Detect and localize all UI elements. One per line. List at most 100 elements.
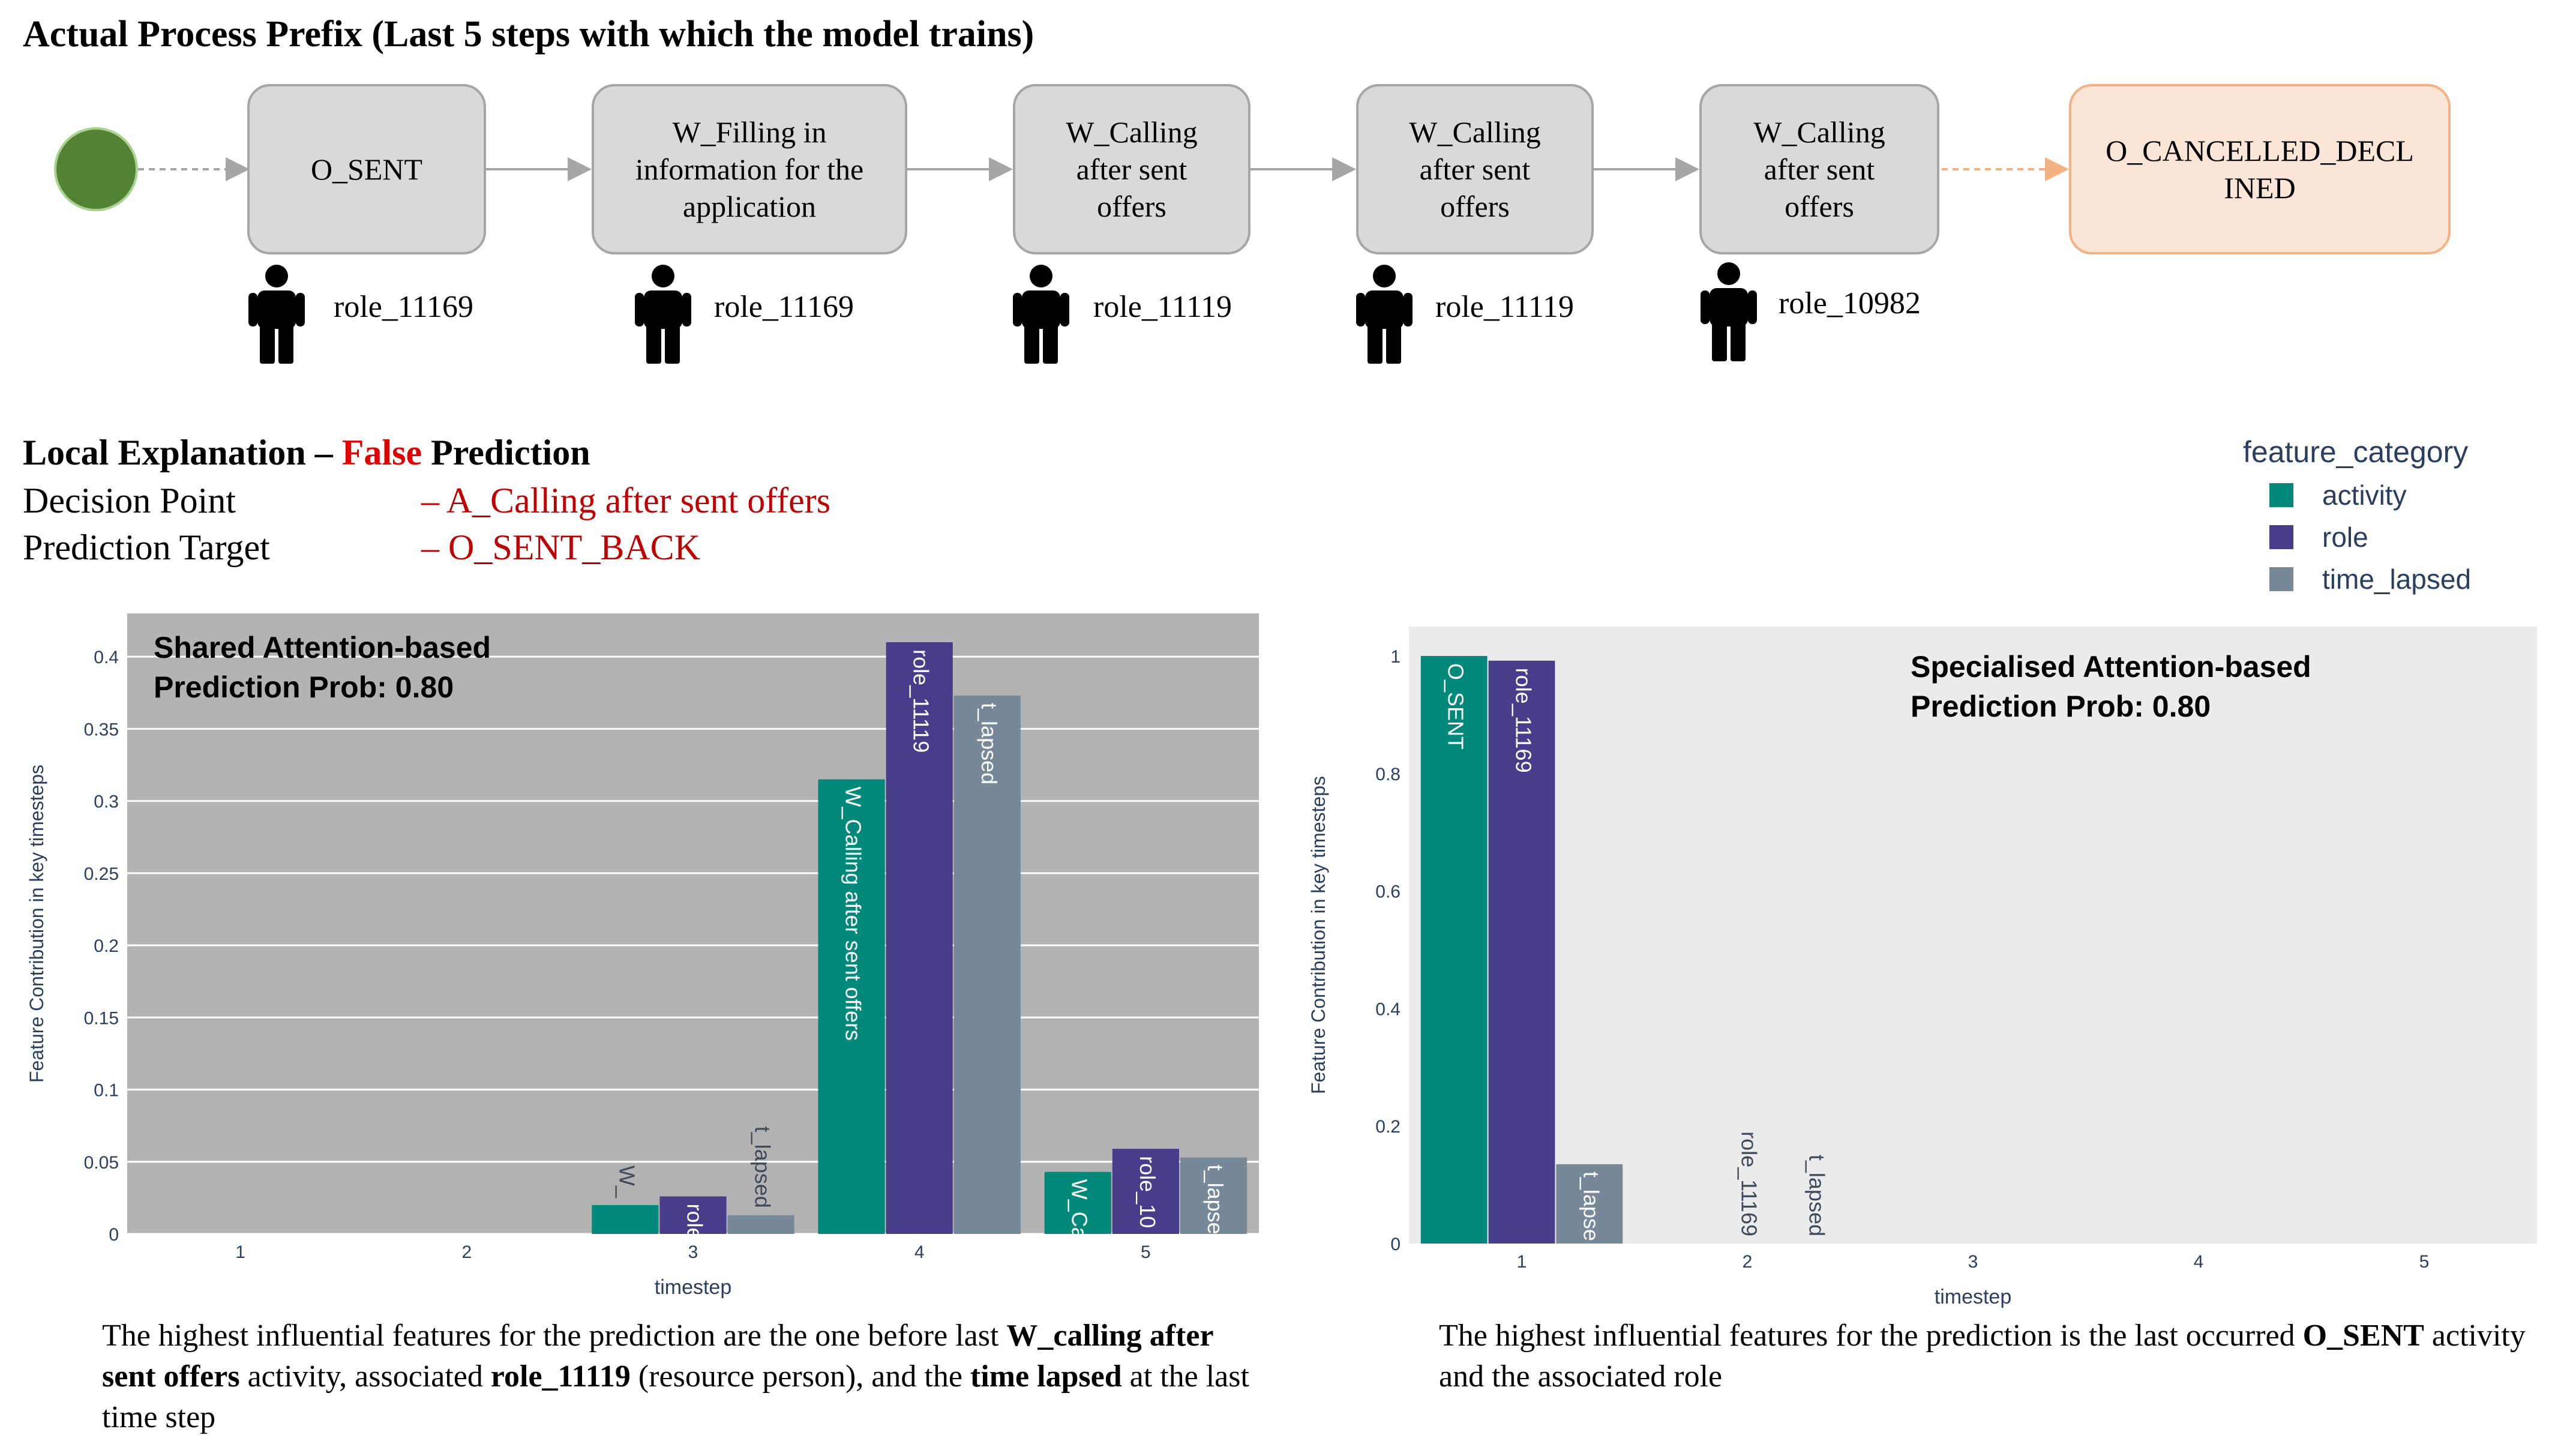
bar-label: role_11169 xyxy=(1511,668,1536,773)
heading-false: False xyxy=(341,433,422,472)
x-tick-label: 3 xyxy=(688,1242,698,1262)
process-flow xyxy=(54,127,2069,211)
prediction-target-value: – O_SENT_BACK xyxy=(421,528,701,567)
x-tick-label: 2 xyxy=(461,1242,472,1262)
bar-time_lapsed xyxy=(727,1215,794,1234)
step-text-line: O_CANCELLED_DECL xyxy=(2106,134,2414,167)
x-axis-label: timestep xyxy=(1935,1286,2012,1308)
chart-annotation: Specialised Attention-based xyxy=(1911,650,2311,684)
bar-label: t_lapsed xyxy=(751,1127,775,1208)
shared-attention-chart: 0 0.05 0.1 0.15 0.2 0.25 0.3 0.35 0.4 1 2 3 W_role t_… xyxy=(26,613,1259,1299)
role-label: role_11119 xyxy=(1093,290,1232,324)
bar-label: role_11169 xyxy=(1737,1131,1761,1236)
process-step-4: W_Calling after sent offers xyxy=(1356,84,1594,254)
local-explanation-heading: Local Explanation – False Prediction xyxy=(23,432,590,474)
person-icon xyxy=(1013,265,1069,364)
x-axis-label: timestep xyxy=(655,1276,732,1299)
bar-time_lapsed xyxy=(1556,1164,1623,1244)
step-text-line: after sent xyxy=(1764,152,1875,186)
caption-text: The highest influential features for the… xyxy=(102,1319,1007,1353)
caption-text: activity and the associated role xyxy=(1439,1319,2526,1394)
legend-label: role xyxy=(2322,522,2368,553)
heading-prefix: Local Explanation – xyxy=(23,433,342,472)
start-node xyxy=(54,127,138,211)
legend-swatch xyxy=(2269,525,2293,549)
bar-label: role_11119 xyxy=(909,649,934,753)
bar-label: t_lapse xyxy=(1579,1172,1603,1241)
y-tick-label: 0.4 xyxy=(94,648,119,667)
step-text-line: W_Calling xyxy=(1066,115,1198,149)
step-text-line: offers xyxy=(1440,190,1510,223)
x-tick-label: 4 xyxy=(2194,1252,2204,1272)
step-text-line: information for the xyxy=(635,152,864,186)
legend-swatch xyxy=(2269,483,2293,507)
plot-area xyxy=(127,613,1259,1234)
legend-item-role[interactable]: role xyxy=(2269,521,2368,553)
process-step-5: W_Calling after sent offers xyxy=(1699,84,1939,254)
legend-swatch xyxy=(2269,567,2293,591)
caption-bold-text: O_SENT xyxy=(2302,1319,2424,1353)
person-icon xyxy=(1356,265,1413,364)
legend-label: activity xyxy=(2322,480,2407,511)
bar-role xyxy=(1488,660,1555,1244)
bar-role xyxy=(659,1196,727,1234)
bar-label: W_ xyxy=(614,1166,639,1199)
y-tick-label: 0.6 xyxy=(1375,882,1401,902)
y-tick-label: 0.1 xyxy=(94,1081,119,1101)
caption-bold-text: W_calling after sent offers xyxy=(102,1319,1213,1394)
bar-role xyxy=(1112,1149,1179,1234)
y-tick-label: 0.4 xyxy=(1375,999,1401,1019)
x-tick-label: 1 xyxy=(1517,1252,1527,1272)
bar-activity xyxy=(1044,1172,1111,1234)
y-tick-label: 0.2 xyxy=(1375,1117,1401,1137)
y-tick-label: 0.8 xyxy=(1375,765,1401,784)
step-text-line: INED xyxy=(2224,171,2296,205)
bar-time_lapsed xyxy=(1180,1157,1247,1234)
x-tick-label: 1 xyxy=(235,1242,245,1262)
step-text-line: W_Filling in xyxy=(672,115,827,149)
caption-text: activity, associated xyxy=(239,1359,491,1394)
person-icon xyxy=(248,265,305,364)
process-step-1: O_SENT xyxy=(247,84,486,254)
step-text-line: W_Calling xyxy=(1409,115,1541,149)
x-tick-label: 3 xyxy=(1968,1252,1978,1272)
caption-bold-text: time lapsed xyxy=(970,1359,1122,1394)
bar-activity xyxy=(818,779,885,1234)
bar-label: t_lapse xyxy=(1203,1165,1228,1235)
right-caption: The highest influential features for the… xyxy=(1439,1316,2543,1397)
step-text-line: O_SENT xyxy=(310,152,423,186)
chart-annotation: Prediction Prob: 0.80 xyxy=(154,670,454,704)
legend-item-time-lapsed[interactable]: time_lapsed xyxy=(2269,563,2471,595)
bar-time_lapsed xyxy=(953,696,1021,1234)
process-title: Actual Process Prefix (Last 5 steps with… xyxy=(23,14,1034,55)
prediction-target-label: Prediction Target xyxy=(23,528,270,567)
decision-point-label: Decision Point xyxy=(23,481,236,520)
caption-text: at the last time step xyxy=(102,1359,1249,1434)
specialised-attention-chart: 0 0.2 0.4 0.6 0.8 1 1 O_SENT role_11169 t_lapse 2 r… xyxy=(1308,627,2537,1308)
step-text-line: offers xyxy=(1097,190,1166,223)
y-tick-label: 0 xyxy=(1390,1235,1401,1254)
role-label: role_10982 xyxy=(1779,286,1921,320)
x-tick-label: 2 xyxy=(1743,1252,1753,1272)
bar-label: W_Ca xyxy=(1067,1179,1092,1240)
y-tick-label: 0.35 xyxy=(84,720,119,739)
legend-item-activity[interactable]: activity xyxy=(2269,479,2407,511)
x-tick-label: 4 xyxy=(914,1242,925,1262)
bar-label: t_lapsed xyxy=(977,703,1001,784)
y-tick-label: 0.15 xyxy=(84,1008,119,1028)
y-tick-label: 0.25 xyxy=(84,864,119,884)
y-axis-label: Feature Contribution in key timesteps xyxy=(26,765,47,1083)
bar-label: role xyxy=(682,1203,707,1239)
bar-label: role_10 xyxy=(1135,1156,1160,1228)
role-label: role_11169 xyxy=(714,290,854,324)
y-tick-label: 0.2 xyxy=(94,936,119,956)
y-axis-label: Feature Contribution in key timesteps xyxy=(1308,776,1329,1094)
y-tick-label: 1 xyxy=(1390,647,1401,667)
x-tick-label: 5 xyxy=(1141,1242,1151,1262)
process-target-node: O_CANCELLED_DECL INED xyxy=(2069,84,2451,254)
caption-bold-text: role_11119 xyxy=(490,1359,631,1394)
chart-annotation: Prediction Prob: 0.80 xyxy=(1911,690,2211,723)
y-tick-label: 0 xyxy=(109,1225,119,1245)
person-icon xyxy=(1701,262,1757,361)
step-text-line: offers xyxy=(1785,190,1854,223)
